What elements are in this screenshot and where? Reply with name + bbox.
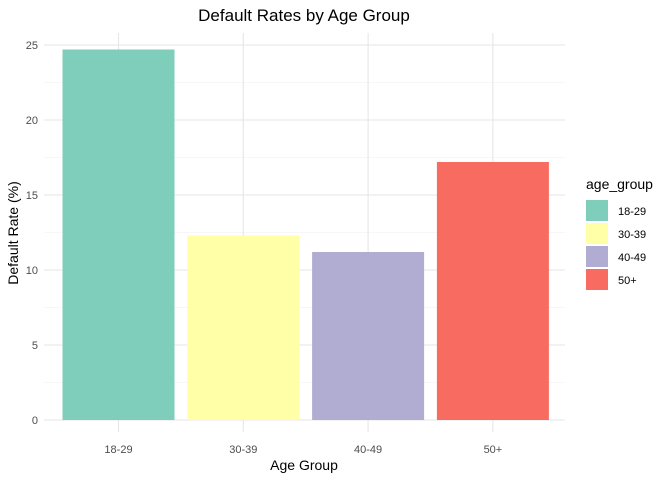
y-axis-title: Default Rate (%) [5, 181, 21, 284]
y-axis-ticks: 0 5 10 15 20 25 [26, 40, 38, 427]
y-tick-label: 5 [32, 340, 38, 352]
y-tick-label: 15 [26, 190, 38, 202]
x-tick-label: 40-49 [354, 444, 382, 456]
x-axis-ticks: 18-29 30-39 40-49 50+ [104, 444, 502, 456]
bar-50+ [436, 162, 549, 420]
legend-swatch [586, 200, 608, 221]
legend-label: 30-39 [618, 229, 646, 241]
bar-18-29 [62, 49, 175, 420]
y-tick-label: 20 [26, 115, 38, 127]
bars [62, 49, 549, 420]
x-tick-label: 18-29 [104, 444, 132, 456]
legend-swatch [586, 269, 608, 290]
x-tick-label: 30-39 [229, 444, 257, 456]
legend-swatch [586, 223, 608, 244]
bar-40-49 [312, 252, 425, 420]
bar-30-39 [187, 235, 300, 420]
x-tick-label: 50+ [484, 444, 503, 456]
legend-items: 18-29 30-39 40-49 50+ [586, 200, 646, 290]
y-tick-label: 25 [26, 40, 38, 52]
legend-title: age_group [586, 176, 653, 192]
legend-label: 40-49 [618, 252, 646, 264]
legend-label: 18-29 [618, 206, 646, 218]
legend-label: 50+ [618, 275, 637, 287]
chart-title: Default Rates by Age Group [198, 6, 410, 25]
y-tick-label: 10 [26, 265, 38, 277]
y-tick-label: 0 [32, 415, 38, 427]
legend-swatch [586, 246, 608, 267]
legend: age_group 18-29 30-39 40-49 50+ [586, 176, 653, 290]
x-axis-title: Age Group [270, 457, 338, 473]
